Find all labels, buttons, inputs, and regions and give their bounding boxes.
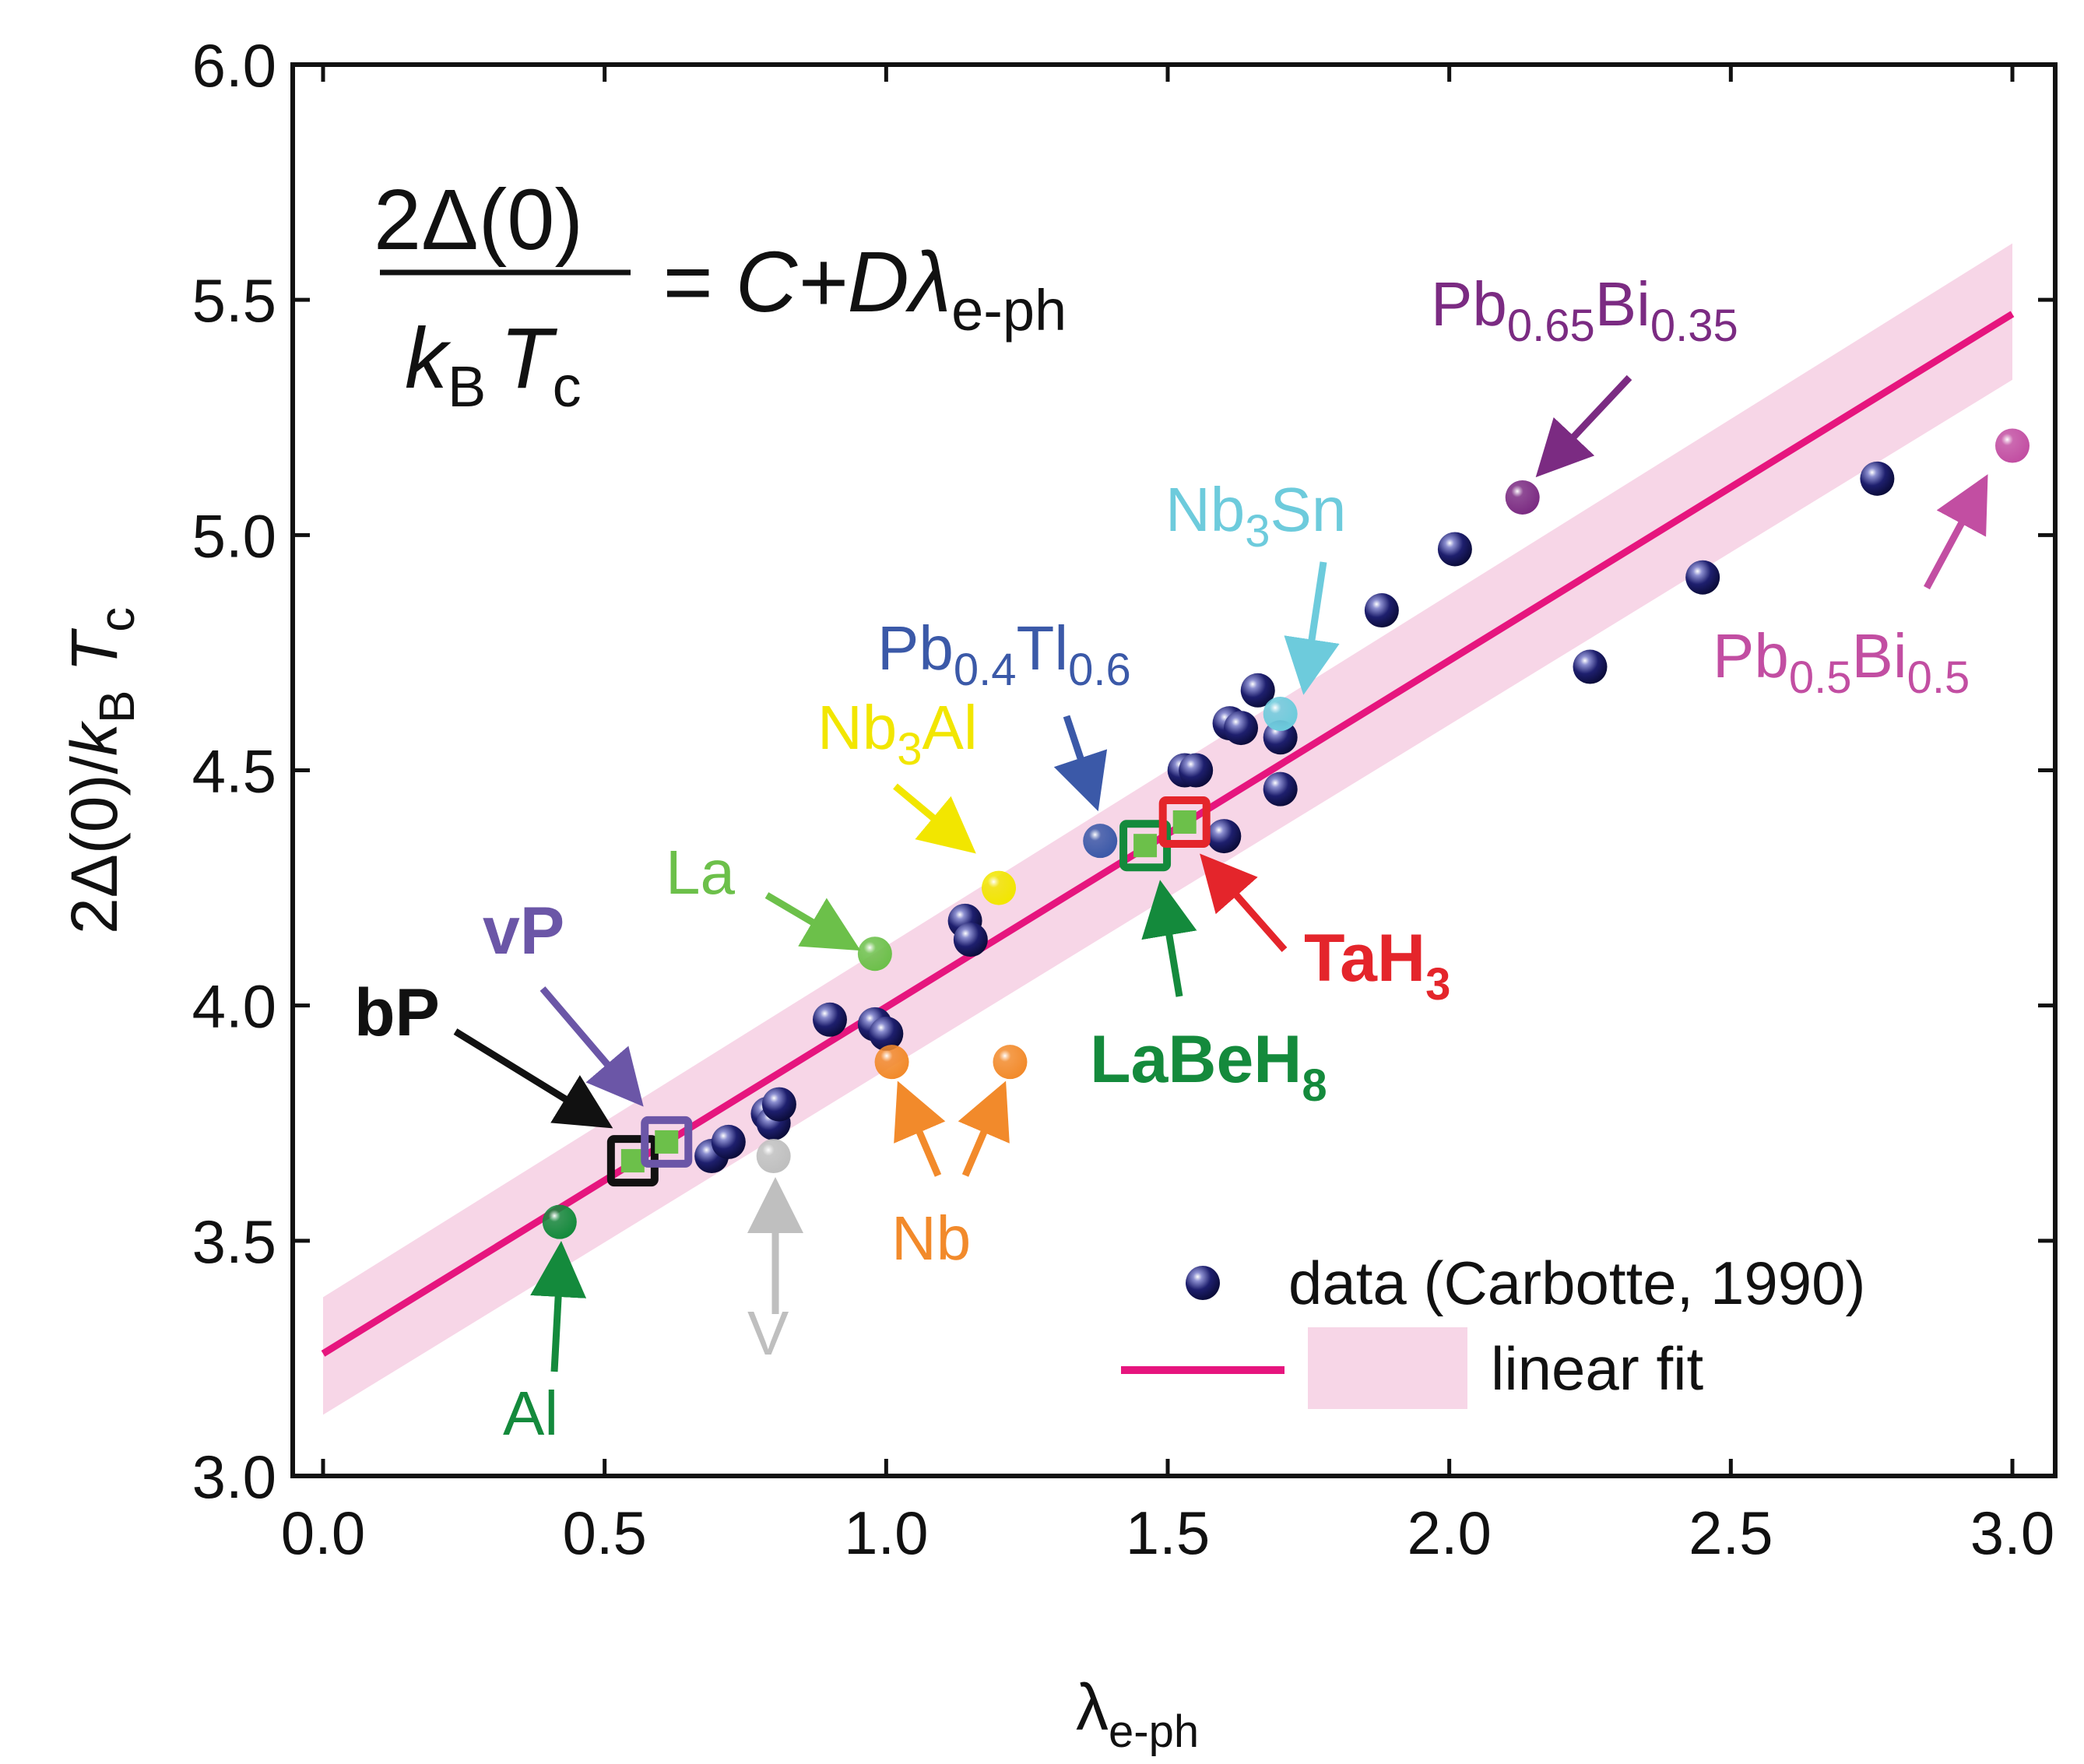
data-point [1437,532,1472,567]
y-tick-label: 6.0 [192,31,276,100]
point-pb05bi05 [1995,428,2030,463]
point-al [542,1204,577,1239]
legend: data (Carbotte, 1990) linear fit [1121,1249,1865,1409]
data-point [1364,593,1399,628]
y-tick-label: 5.0 [192,501,276,570]
arrow-nb-right [958,1081,1010,1177]
square-vp [641,1116,693,1168]
data-point [1860,461,1895,496]
data-point [1224,711,1259,746]
x-tick-label: 0.0 [281,1499,365,1567]
label-la: La [666,838,735,907]
data-point [1685,560,1720,595]
label-labeh8: LaBeH8 [1090,1022,1327,1111]
eq-rhs: = C+Dλ [662,234,951,330]
data-point [1573,649,1608,684]
label-nb: Nb [891,1204,971,1273]
data-point [761,1087,796,1122]
data-point [1207,819,1242,854]
eq-k: k [405,311,452,406]
data-point [869,1016,904,1051]
point-nb3sn [1263,696,1298,731]
square-fill-labeh8 [1133,834,1158,858]
data-point [1179,753,1214,788]
arrow-vp [539,986,644,1107]
label-tah3: TaH3 [1304,921,1450,1010]
equation-rhs: = C+Dλe-ph [662,234,1067,343]
square-fill-tah3 [1172,810,1197,834]
label-nb3sn: Nb3Sn [1165,475,1346,557]
equation: 2Δ(0) kB Tc = C+Dλe-ph [374,172,1067,419]
legend-fit-label: linear fit [1491,1334,1703,1403]
svg-text:λe-ph: λe-ph [1076,1671,1199,1757]
point-pb065bi035 [1505,480,1540,515]
legend-data-marker [1186,1266,1220,1300]
legend-data-label: data (Carbotte, 1990) [1288,1249,1865,1317]
arrow-pbtl [1053,715,1108,812]
y-tick-label: 4.5 [192,737,276,806]
label-nb3al: Nb3Al [817,693,978,775]
arrow-la [764,892,861,951]
axis-ticks: 0.0 0.5 1.0 1.5 2.0 2.5 3.0 3.0 3.5 4.0 4.5 5.0 5.5 6… [192,31,2055,1567]
x-tick-label: 3.0 [1970,1499,2054,1567]
label-al: Al [503,1379,558,1448]
x-axis-title: λe-ph [1076,1671,1199,1757]
data-point [711,1124,746,1159]
label-v: V [747,1298,789,1368]
data-point [1263,720,1298,755]
annotation-arrows [453,374,1988,1372]
y-tick-label: 5.5 [192,266,276,335]
arrow-pb50 [1924,474,1988,590]
y-tick-label: 3.5 [192,1207,276,1276]
svg-text:2Δ(0)/kB Tc: 2Δ(0)/kB Tc [58,607,145,934]
eq-t: T [500,311,557,406]
arrow-tah3 [1200,853,1288,952]
y-tick-label: 3.0 [192,1442,276,1511]
annotation-labels: Al V La Nb Nb3Al Pb0.4Tl0.6 Nb3Sn Pb0.65… [354,269,1970,1448]
legend-fit-band [1308,1327,1467,1409]
eq-rhs-sub: e-ph [951,278,1067,343]
x-tick-label: 2.0 [1407,1499,1491,1567]
point-la [857,936,892,972]
arrow-al [530,1241,587,1372]
label-vp: vP [483,894,564,968]
point-nb3al [982,870,1016,905]
point-pb04tl06 [1083,824,1118,859]
data-point [1263,771,1298,806]
arrow-pb65 [1535,374,1632,478]
equation-denominator: kB Tc [405,311,582,419]
arrow-labeh8 [1141,880,1197,997]
eq-t-sub: c [553,354,582,419]
highlighted-points [542,428,2030,1239]
square-fill-bp [620,1149,645,1173]
arrow-bp [453,1028,613,1129]
label-bp: bP [354,975,440,1050]
x-tick-label: 2.5 [1689,1499,1773,1567]
data-points [694,461,1895,1174]
x-tick-label: 0.5 [562,1499,646,1567]
y-axis-title: 2Δ(0)/kB Tc [58,607,145,934]
x-tick-label: 1.5 [1126,1499,1210,1567]
point-nb [874,1045,909,1080]
arrow-nb3al [893,783,976,854]
square-fill-vp [655,1130,679,1154]
point-nb [993,1045,1028,1080]
label-pb065bi035: Pb0.65Bi0.35 [1431,269,1738,351]
data-point [1240,673,1275,708]
data-point [813,1002,847,1037]
arrow-nb-left [894,1081,946,1177]
arrow-nb3sn [1284,561,1340,695]
data-point [953,922,988,958]
label-pbtl: Pb0.4Tl0.6 [877,613,1131,695]
y-tick-label: 4.0 [192,972,276,1041]
square-tah3 [1158,796,1211,848]
equation-numerator: 2Δ(0) [374,172,583,268]
eq-k-sub: B [448,354,486,419]
x-tick-label: 1.0 [844,1499,928,1567]
label-pb05bi05: Pb0.5Bi0.5 [1713,621,1970,703]
point-v [756,1139,791,1174]
